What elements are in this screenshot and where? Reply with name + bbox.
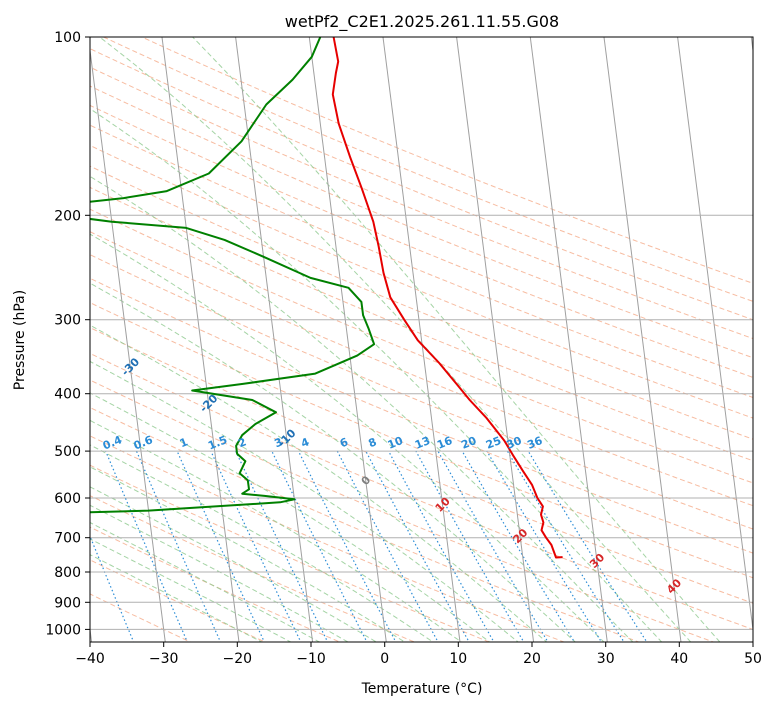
- moist-adiabat-line: [90, 554, 263, 642]
- x-tick-label: 20: [523, 651, 541, 667]
- dry-adiabat-line: [90, 277, 753, 554]
- mixing-ratio-label: 20: [459, 434, 478, 452]
- x-tick-label: −10: [296, 651, 326, 667]
- x-tick-label: 0: [380, 651, 389, 667]
- x-tick-label: −40: [75, 651, 105, 667]
- chart-title: wetPf2_C2E1.2025.261.11.55.G08: [285, 12, 559, 32]
- x-tick-label: 50: [744, 651, 762, 667]
- profile-lines: [90, 37, 563, 559]
- mixing-ratio-label: 2: [236, 435, 248, 450]
- isotherm-line: [382, 37, 461, 642]
- y-tick-label: 700: [54, 531, 81, 547]
- isotherm-line: [603, 37, 682, 642]
- y-tick-label: 800: [54, 565, 81, 581]
- y-tick-label: 200: [54, 208, 81, 224]
- dry-adiabat-line: [90, 352, 753, 630]
- y-tick-label: 900: [54, 595, 81, 611]
- dry-adiabat-line: [90, 526, 342, 642]
- isotherms: [90, 37, 753, 642]
- dry-adiabat-line: [90, 327, 753, 604]
- x-tick-label: 10: [449, 651, 467, 667]
- dry-adiabats: [90, 37, 753, 642]
- isotherm-line: [529, 37, 608, 642]
- isotherm-line: [90, 46, 166, 642]
- y-axis-label: Pressure (hPa): [12, 290, 28, 390]
- mixing-ratio-label: 25: [484, 434, 503, 452]
- isotherm-line: [235, 37, 314, 642]
- moist-adiabat-line: [90, 538, 292, 642]
- moist-adiabat-line: [90, 108, 663, 642]
- dry-adiabat-line: [90, 593, 192, 642]
- moist-adiabat-line: [90, 521, 321, 642]
- y-tick-label: 500: [54, 444, 81, 460]
- y-axis: 100 200 300 400 500 600 700 800 900 1000: [45, 30, 90, 638]
- dry-adiabat-line: [90, 379, 715, 642]
- y-tick-label: 300: [54, 313, 81, 329]
- moist-adiabat-line: [192, 37, 721, 642]
- moist-adiabat-line: [90, 324, 548, 642]
- plot-frame: [89, 36, 754, 643]
- isobars: [90, 37, 753, 630]
- mixing-ratio-label: 16: [435, 434, 454, 452]
- x-tick-label: −20: [223, 651, 253, 667]
- dry-adiabat-line: [90, 435, 566, 642]
- temperature-line: [331, 37, 563, 559]
- x-tick-label: 30: [597, 651, 615, 667]
- x-tick-label: 40: [670, 651, 688, 667]
- x-axis-label: Temperature (°C): [361, 681, 483, 697]
- mixing-ratio-label: 0.1: [4, 433, 27, 452]
- mixing-ratio-label: 8: [367, 435, 379, 450]
- x-tick-label: −30: [149, 651, 179, 667]
- x-axis: −40 −30 −20 −10 0 10 20 30 40 50: [75, 642, 762, 667]
- isotherm-line: [308, 37, 387, 642]
- moist-adiabat-line: [90, 444, 434, 642]
- y-tick-label: 600: [54, 491, 81, 507]
- isotherm-line: [161, 37, 240, 642]
- dewpoint-line: [90, 37, 376, 514]
- isotherm-line: [677, 37, 753, 634]
- mixing-ratio-label: 13: [413, 434, 432, 452]
- isotherm-line: [456, 37, 535, 642]
- dry-adiabat-line: [90, 495, 416, 642]
- mixing-ratio-label: 36: [525, 434, 544, 452]
- dry-adiabat-line: [90, 464, 491, 642]
- mixing-ratio-label: 1: [178, 435, 190, 450]
- dry-adiabat-line: [90, 231, 753, 507]
- mixing-ratio-label: 30: [505, 434, 524, 452]
- dry-adiabat-line: [90, 406, 641, 642]
- y-tick-label: 100: [54, 30, 81, 46]
- y-tick-label: 1000: [45, 622, 81, 638]
- mixing-ratio-label: 3: [273, 435, 285, 450]
- y-tick-label: 400: [54, 387, 81, 403]
- mixing-ratio-label: 10: [386, 434, 405, 452]
